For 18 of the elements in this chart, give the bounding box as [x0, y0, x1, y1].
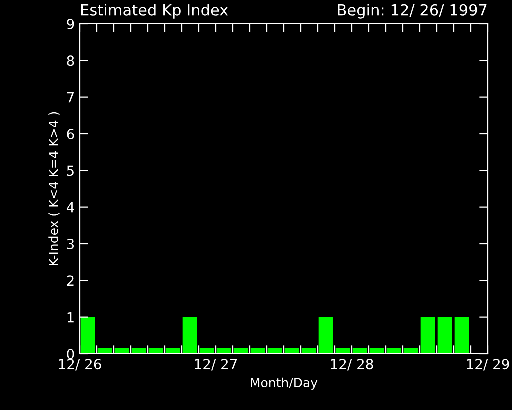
y-axis-title: K-Index ( K<4 K=4 K>4 ): [48, 112, 60, 266]
y-tick-label: 8: [67, 56, 74, 66]
x-tick-label: 12/ 28: [331, 359, 374, 371]
y-tick-label: 7: [67, 92, 74, 103]
y-tick-label: 0: [67, 348, 74, 360]
y-tick-label: 3: [67, 238, 74, 250]
chart-title: Estimated Kp Index: [82, 4, 228, 19]
chart-subtitle: Begin: 12/ 26/ 1997: [338, 4, 487, 19]
x-axis-title: Month/Day: [251, 378, 318, 390]
y-tick-label: 5: [67, 166, 74, 176]
y-tick-label: 2: [67, 276, 74, 286]
y-tick-label: 6: [67, 128, 74, 140]
x-tick-label: 12/ 27: [195, 359, 238, 371]
x-tick-label: 12/ 29: [467, 359, 510, 371]
y-tick-label: 4: [66, 202, 74, 213]
y-tick-label: 1: [68, 312, 74, 323]
y-tick-label: 9: [67, 18, 74, 30]
x-tick-label: 12/ 26: [59, 359, 102, 371]
